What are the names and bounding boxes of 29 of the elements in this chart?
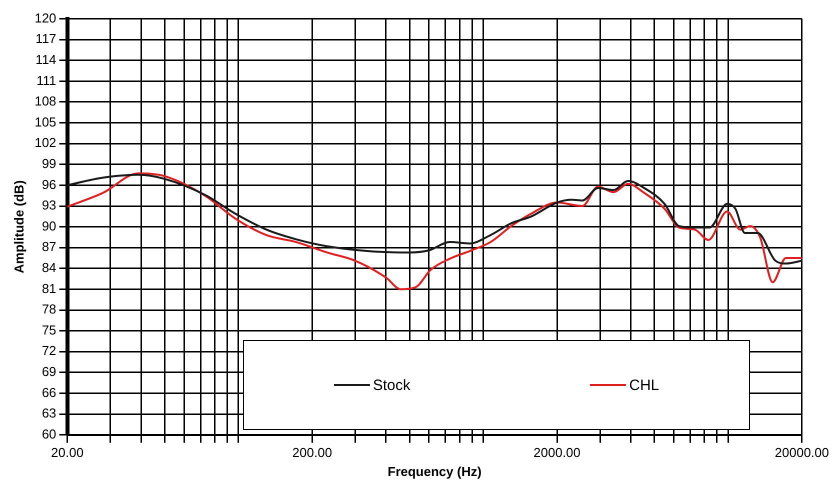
y-tick-label: 93 — [42, 198, 56, 213]
y-tick-label: 69 — [42, 364, 56, 379]
y-tick-label: 87 — [42, 239, 56, 254]
y-tick-label: 117 — [36, 31, 56, 46]
y-tick-label: 108 — [34, 94, 56, 109]
y-tick-label: 114 — [36, 52, 56, 67]
legend-label: CHL — [629, 376, 660, 394]
y-tick-label: 102 — [34, 135, 56, 150]
y-tick-label: 78 — [42, 302, 56, 317]
y-axis-title: Amplitude (dB) — [11, 180, 26, 274]
x-tick-label: 2000.00 — [534, 445, 581, 460]
y-tick-label: 111 — [36, 72, 56, 88]
y-tick-label: 81 — [42, 280, 56, 296]
y-tick-label: 63 — [42, 406, 56, 421]
y-tick-label: 75 — [42, 322, 56, 338]
y-tick-label: 72 — [42, 343, 56, 358]
y-tick-label: 120 — [34, 10, 56, 26]
y-tick-label: 66 — [42, 384, 56, 400]
y-tick-label: 60 — [42, 426, 56, 442]
y-tick-label: 96 — [42, 176, 56, 192]
x-axis-title: Frequency (Hz) — [388, 464, 482, 479]
y-tick-label: 90 — [42, 218, 56, 234]
legend-label: Stock — [372, 376, 410, 394]
y-tick-label: 105 — [34, 114, 56, 130]
y-tick-label: 84 — [42, 260, 56, 275]
x-tick-label: 20.00 — [51, 445, 84, 460]
x-tick-label: 200.00 — [292, 445, 332, 460]
y-tick-label: 99 — [42, 156, 56, 171]
x-tick-label: 20000.00 — [774, 445, 830, 460]
